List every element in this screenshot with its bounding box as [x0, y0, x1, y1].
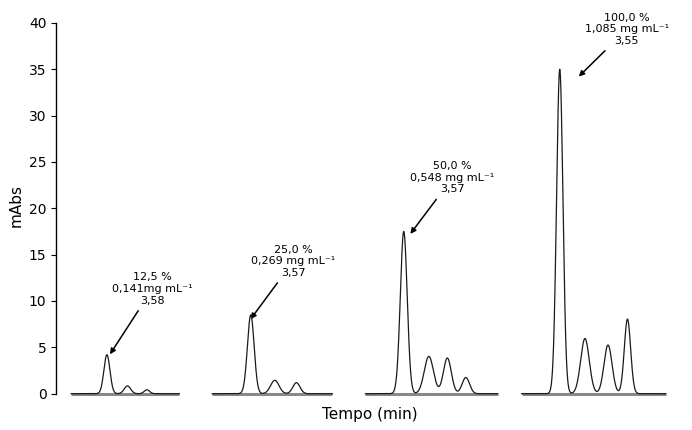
- X-axis label: Tempo (min): Tempo (min): [322, 407, 418, 422]
- Text: 25,0 %
0,269 mg mL⁻¹
3,57: 25,0 % 0,269 mg mL⁻¹ 3,57: [251, 245, 336, 318]
- Text: 100,0 %
1,085 mg mL⁻¹
3,55: 100,0 % 1,085 mg mL⁻¹ 3,55: [580, 13, 668, 75]
- Text: 50,0 %
0,548 mg mL⁻¹
3,57: 50,0 % 0,548 mg mL⁻¹ 3,57: [410, 161, 495, 233]
- Y-axis label: mAbs: mAbs: [8, 184, 24, 227]
- Text: 12,5 %
0,141mg mL⁻¹
3,58: 12,5 % 0,141mg mL⁻¹ 3,58: [111, 273, 192, 353]
